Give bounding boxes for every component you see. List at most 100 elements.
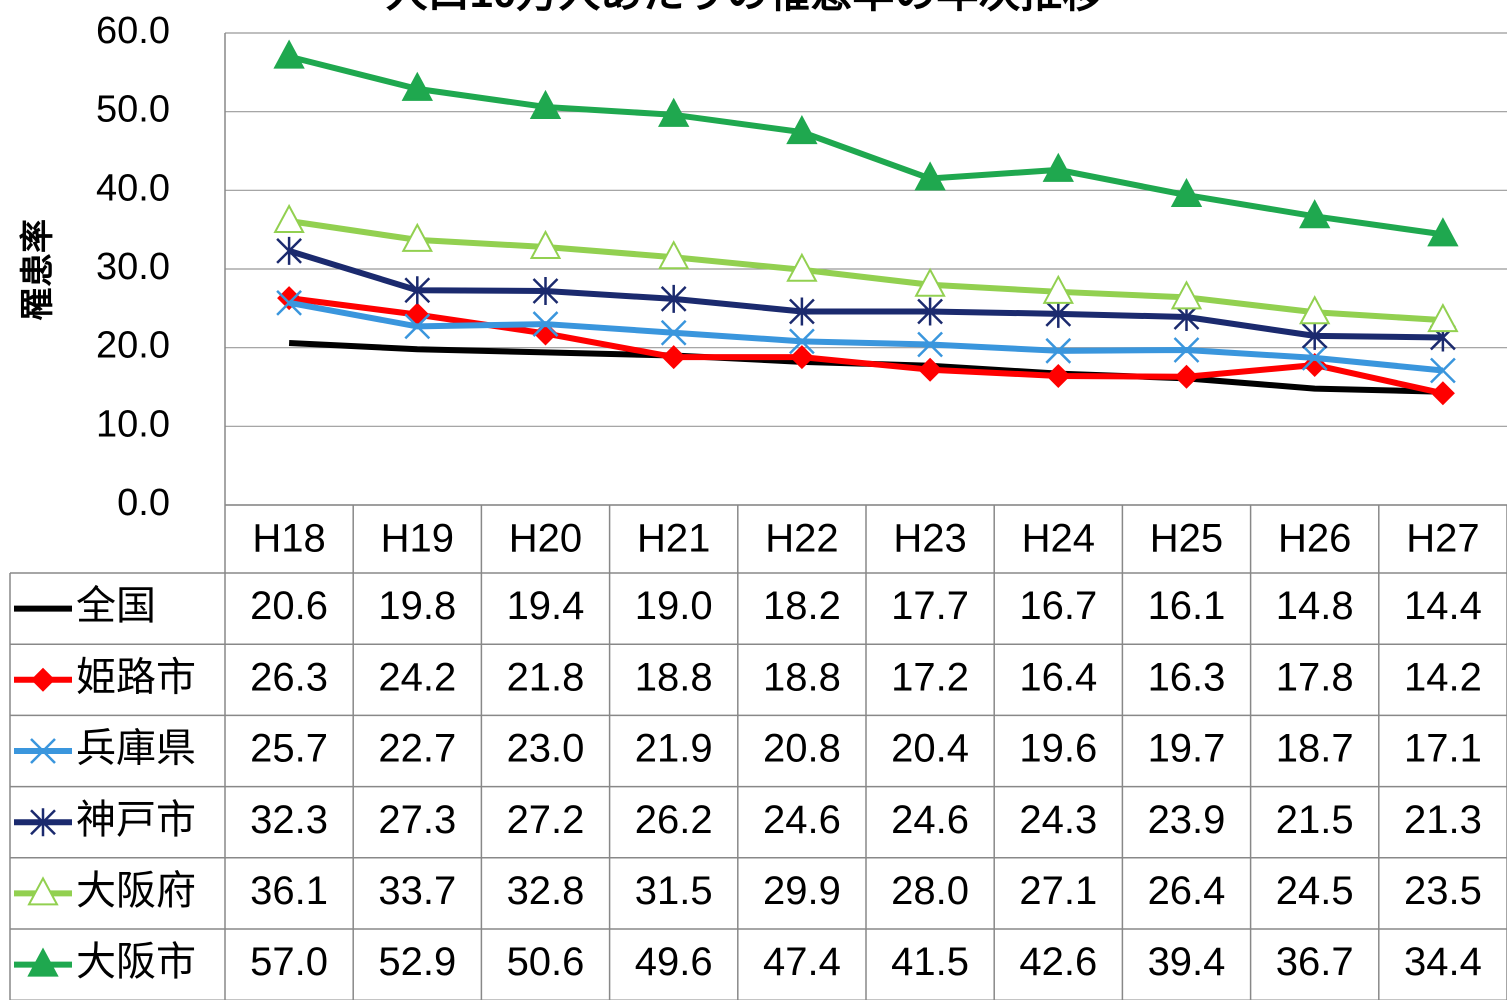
marker — [917, 331, 943, 358]
table-cell: 27.2 — [507, 798, 585, 842]
marker — [529, 89, 562, 119]
table-cell: 23.5 — [1404, 869, 1482, 913]
table-cell: 41.5 — [891, 940, 969, 984]
marker — [401, 71, 433, 101]
table-cell: 19.8 — [378, 584, 456, 628]
y-tick-label: 40.0 — [96, 167, 170, 209]
y-tick-label: 30.0 — [96, 246, 170, 288]
table-cell: 19.7 — [1148, 727, 1226, 771]
table-cell: 49.6 — [635, 940, 713, 984]
marker — [658, 97, 690, 127]
marker — [1427, 217, 1459, 247]
table-cell: 18.8 — [763, 655, 841, 699]
table-cell: 16.3 — [1148, 655, 1226, 699]
table-cell: 21.5 — [1276, 798, 1354, 842]
table-cell: 21.8 — [507, 655, 585, 699]
table-cell: 34.4 — [1404, 940, 1482, 984]
x-tick-label: H21 — [637, 517, 710, 561]
marker — [917, 297, 943, 326]
table-cell: 14.2 — [1404, 655, 1482, 699]
marker — [404, 313, 431, 340]
table-cell: 22.7 — [378, 727, 456, 771]
table-cell: 27.1 — [1019, 869, 1097, 913]
table-cell: 16.7 — [1019, 584, 1097, 628]
legend-label: 全国 — [76, 584, 156, 628]
marker — [1299, 295, 1331, 325]
line — [288, 53, 1444, 238]
table-cell: 16.1 — [1148, 584, 1226, 628]
marker — [789, 345, 814, 370]
chart-title: 人口10万人あたりの罹患率の年次推移 — [386, 0, 1105, 16]
marker — [1174, 364, 1199, 389]
table-cell: 32.8 — [507, 869, 585, 913]
x-tick-label: H23 — [893, 517, 966, 561]
marker — [660, 284, 687, 313]
table-cell: 27.3 — [378, 798, 456, 842]
line — [288, 248, 1443, 341]
legend-label: 大阪市 — [76, 940, 196, 984]
table-cell: 24.5 — [1276, 869, 1354, 913]
marker — [276, 236, 302, 265]
table-cell: 24.6 — [891, 798, 969, 842]
table-cell: 21.9 — [635, 727, 713, 771]
x-tick-label: H19 — [381, 517, 454, 561]
table-cell: 47.4 — [763, 940, 841, 984]
marker — [273, 39, 305, 69]
marker — [786, 252, 818, 282]
y-axis-label: 罹患率 — [19, 219, 57, 321]
legend-label: 姫路市 — [76, 655, 196, 699]
marker — [1045, 299, 1072, 328]
table-cell: 36.7 — [1276, 940, 1354, 984]
marker — [1170, 177, 1203, 208]
marker — [1430, 381, 1455, 406]
marker — [31, 667, 55, 692]
table-cell: 24.3 — [1019, 798, 1097, 842]
marker — [1427, 303, 1459, 333]
y-tick-label: 20.0 — [96, 325, 170, 367]
table-cell: 16.4 — [1019, 655, 1097, 699]
marker — [529, 229, 562, 259]
y-tick-label: 0.0 — [117, 482, 170, 524]
marker — [1301, 345, 1328, 371]
table-cell: 28.0 — [891, 869, 969, 913]
marker — [401, 222, 433, 252]
table-cell: 36.1 — [250, 869, 328, 913]
marker — [914, 267, 946, 297]
x-tick-label: H18 — [252, 517, 325, 561]
marker — [1301, 321, 1328, 350]
x-tick-label: H20 — [509, 517, 582, 561]
marker — [660, 319, 687, 346]
marker — [789, 297, 815, 326]
table-cell: 23.0 — [507, 727, 585, 771]
marker — [27, 947, 59, 977]
y-tick-label: 60.0 — [96, 10, 170, 52]
table-cell: 31.5 — [635, 869, 713, 913]
line — [288, 218, 1444, 324]
table-cell: 26.3 — [250, 655, 328, 699]
marker — [273, 203, 305, 234]
table-cell: 14.4 — [1404, 584, 1482, 628]
y-tick-label: 10.0 — [96, 403, 170, 445]
table-cell: 17.1 — [1404, 727, 1482, 771]
table-cell: 19.4 — [507, 584, 585, 628]
marker — [30, 808, 56, 837]
table-cell: 19.0 — [635, 584, 713, 628]
table-cell: 19.6 — [1019, 727, 1097, 771]
marker — [276, 289, 302, 316]
marker — [27, 876, 59, 906]
marker — [1046, 363, 1071, 388]
table-cell: 42.6 — [1019, 940, 1097, 984]
marker — [1042, 152, 1074, 182]
marker — [533, 321, 558, 346]
table-cell: 18.8 — [635, 655, 713, 699]
table-cell: 39.4 — [1148, 940, 1226, 984]
table-cell: 33.7 — [378, 869, 456, 913]
marker — [1045, 337, 1072, 364]
table-cell: 26.2 — [635, 798, 713, 842]
table-cell: 24.2 — [378, 655, 456, 699]
table-cell: 57.0 — [250, 940, 328, 984]
legend-label: 兵庫県 — [76, 727, 196, 771]
x-tick-label: H24 — [1022, 517, 1095, 561]
x-tick-label: H25 — [1150, 517, 1223, 561]
